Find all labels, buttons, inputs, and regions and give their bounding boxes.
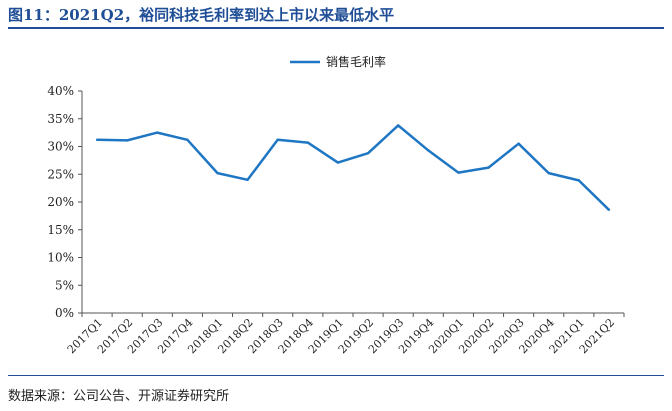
chart-ticks: 0%5%10%15%20%25%30%35%40%2017Q12017Q2201…	[47, 84, 625, 356]
data-point	[216, 171, 219, 175]
data-point	[547, 171, 550, 175]
data-point	[457, 171, 460, 174]
data-point	[156, 131, 159, 134]
data-point	[396, 124, 400, 127]
y-tick-label: 35%	[47, 112, 74, 126]
source-note: 数据来源：公司公告、开源证券研究所	[8, 389, 230, 404]
data-point	[517, 142, 520, 145]
y-tick-label: 0%	[55, 306, 74, 320]
data-point	[607, 208, 611, 211]
legend-label: 销售毛利率	[326, 54, 386, 69]
y-tick-label: 15%	[47, 223, 74, 237]
title-rule	[8, 27, 664, 29]
data-point	[366, 151, 370, 155]
y-tick-label: 30%	[47, 140, 74, 154]
y-tick-label: 25%	[47, 167, 74, 181]
data-point	[276, 138, 279, 142]
y-tick-label: 10%	[47, 251, 74, 265]
chart-series	[95, 124, 611, 211]
line-chart: 0%5%10%15%20%25%30%35%40%2017Q12017Q2201…	[47, 54, 625, 356]
data-point	[577, 179, 581, 182]
data-point	[125, 139, 129, 142]
chart-legend: 销售毛利率	[290, 54, 386, 69]
figure-title: 图11：2021Q2，裕同科技毛利率到达上市以来最低水平	[8, 6, 395, 24]
data-point	[336, 161, 340, 164]
chart-axes	[81, 91, 624, 314]
source-rule	[8, 375, 664, 376]
data-point	[95, 138, 99, 142]
y-tick-label: 5%	[55, 278, 74, 292]
y-tick-label: 40%	[47, 84, 74, 98]
data-point	[306, 141, 310, 144]
y-tick-label: 20%	[47, 195, 74, 209]
data-point	[487, 166, 490, 169]
data-point	[427, 149, 430, 152]
data-point	[246, 178, 249, 181]
series-line	[97, 124, 610, 211]
data-point	[186, 138, 189, 142]
